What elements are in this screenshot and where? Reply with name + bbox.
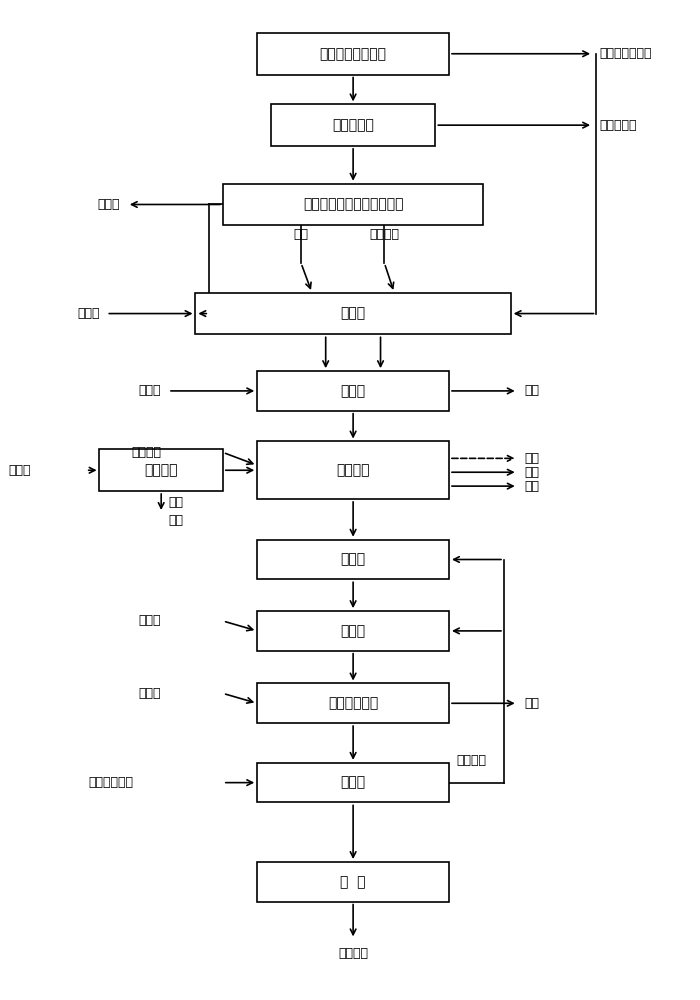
Text: 余热锅炉: 余热锅炉: [337, 463, 370, 477]
Text: 急冷塔: 急冷塔: [341, 552, 365, 566]
Text: 废弃物进厂、卸料: 废弃物进厂、卸料: [320, 47, 386, 61]
Text: 软水制备: 软水制备: [144, 463, 178, 477]
Text: 二燃室: 二燃室: [341, 384, 365, 398]
Text: 助燃油: 助燃油: [139, 384, 161, 397]
Bar: [257, 540, 449, 579]
Text: 废气排放: 废气排放: [338, 947, 368, 960]
Text: 分析、鉴别: 分析、鉴别: [332, 118, 374, 132]
Text: 洗涤塔: 洗涤塔: [341, 776, 365, 790]
Text: 实验室废水: 实验室废水: [600, 119, 638, 132]
Text: 干馏炉: 干馏炉: [341, 307, 365, 321]
Text: 工业水: 工业水: [8, 464, 31, 477]
Text: 飞灰: 飞灰: [524, 697, 540, 710]
Text: 布袋除尘装置: 布袋除尘装置: [328, 696, 378, 710]
Bar: [99, 449, 223, 491]
Bar: [257, 683, 449, 723]
Text: 尿素溶液: 尿素溶液: [131, 446, 161, 459]
Text: 蒸汽: 蒸汽: [524, 452, 540, 465]
Text: 预处理车间废水: 预处理车间废水: [600, 47, 652, 60]
Text: 灰渣: 灰渣: [524, 384, 540, 397]
Text: 渗滤液: 渗滤液: [97, 198, 120, 211]
Bar: [257, 862, 449, 902]
Bar: [257, 371, 449, 411]
Bar: [257, 763, 449, 802]
Bar: [195, 293, 511, 334]
Text: 中和塔: 中和塔: [341, 624, 365, 638]
Text: （排污）: （排污）: [456, 754, 486, 767]
Bar: [257, 33, 449, 75]
Text: 废液: 废液: [293, 228, 309, 241]
Text: 排污: 排污: [524, 466, 540, 479]
Text: 液碱和回用水: 液碱和回用水: [89, 776, 134, 789]
Text: 石灰浆: 石灰浆: [139, 614, 161, 627]
Text: 回用: 回用: [168, 514, 183, 527]
Bar: [257, 441, 449, 499]
Text: 回用: 回用: [524, 480, 540, 493]
Text: 助燃油: 助燃油: [77, 307, 99, 320]
Text: 活性炭: 活性炭: [139, 687, 161, 700]
Text: 排污: 排污: [168, 496, 183, 509]
Bar: [257, 611, 449, 651]
Text: 固体废物: 固体废物: [370, 228, 400, 241]
Text: 废弃物仓库、罐区、固废坑: 废弃物仓库、罐区、固废坑: [303, 197, 403, 211]
Bar: [271, 104, 435, 146]
Text: 烟  囱: 烟 囱: [340, 875, 366, 889]
Bar: [223, 184, 483, 225]
